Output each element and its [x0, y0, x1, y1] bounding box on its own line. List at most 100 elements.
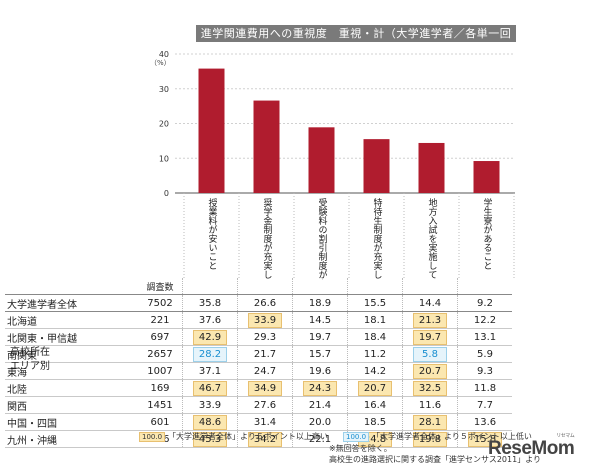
- header-blank: [402, 278, 458, 295]
- value-text: 48.6: [193, 414, 227, 430]
- area-label-line1: 高校所在: [10, 347, 50, 358]
- value-text: 42.9: [193, 329, 227, 345]
- region-count: 2657: [138, 345, 183, 363]
- footnotes: ※無回答を除く。 高校生の進路選択に関する調査「進学センサス2011」より: [329, 443, 541, 465]
- value-text: 16.4: [363, 399, 387, 411]
- table-row: 北関東・甲信越 697 42.9 29.3 19.7 18.4 19.7 13.1: [5, 328, 512, 346]
- value-text: 22.1: [308, 433, 332, 445]
- region-value: 20.7: [402, 362, 458, 380]
- area-group-label: 高校所在 エリア別: [10, 346, 50, 374]
- region-value: 48.6: [182, 413, 238, 431]
- region-value: 37.1: [182, 362, 238, 380]
- value-text: 35.8: [198, 297, 222, 309]
- region-value: 18.5: [347, 413, 403, 431]
- header-blank: [457, 278, 512, 295]
- region-value: 33.9: [182, 396, 238, 414]
- logo-tagline: リセマム: [556, 433, 575, 439]
- category-label: 授業料が安いこと: [207, 197, 218, 270]
- value-text: 14.4: [418, 297, 442, 309]
- region-label: 関西: [5, 396, 138, 414]
- total-value: 26.6: [237, 294, 293, 312]
- region-value: 13.1: [457, 328, 512, 346]
- value-text: 45.3: [193, 431, 227, 447]
- region-value: 21.3: [402, 311, 458, 329]
- region-value: 11.6: [402, 396, 458, 414]
- count-header: 調査数: [146, 282, 174, 293]
- y-tick-label: 10: [159, 154, 169, 163]
- value-text: 5.8: [413, 346, 447, 362]
- value-text: 12.2: [473, 314, 497, 326]
- category-label: 奨学金制度が充実していること: [262, 197, 273, 280]
- region-value: 14.5: [292, 311, 348, 329]
- legend-lo-text: 「大学進学者全体」より５ポイント以上低い: [372, 432, 532, 441]
- value-text: 9.2: [477, 297, 493, 309]
- value-text: 32.5: [413, 380, 447, 396]
- region-value: 14.2: [347, 362, 403, 380]
- value-text: 21.3: [413, 312, 447, 328]
- bar: [253, 100, 280, 193]
- region-value: 37.6: [182, 311, 238, 329]
- category-label: 受験料の割引制度があること: [317, 197, 328, 280]
- region-label: 南関東: [5, 345, 138, 363]
- value-text: 37.1: [198, 365, 222, 377]
- value-text: 19.8: [413, 431, 447, 447]
- table-row: 中国・四国 601 48.6 31.4 20.0 18.5 28.1 13.6: [5, 413, 512, 431]
- header-blank: [5, 278, 138, 295]
- region-label: 北関東・甲信越: [5, 328, 138, 346]
- value-text: 20.7: [358, 380, 392, 396]
- header-blank: [237, 278, 293, 295]
- total-value: 18.9: [292, 294, 348, 312]
- value-text: 9.3: [477, 365, 493, 377]
- total-row: 大学進学者全体 7502 35.8 26.6 18.9 15.5 14.4 9.2: [5, 294, 512, 312]
- value-text: 11.6: [418, 399, 442, 411]
- region-value: 18.1: [347, 311, 403, 329]
- bar-chart: 0 10 20 30 40 授業料が安いこと 奨学金制度が充実していること 受験料の割引制度が…: [159, 50, 515, 280]
- table-header-row: 調査数: [5, 278, 512, 295]
- value-text: 13.6: [473, 416, 497, 428]
- total-label: 大学進学者全体: [5, 294, 138, 312]
- region-value: 19.7: [402, 328, 458, 346]
- value-text: 33.9: [248, 312, 282, 328]
- value-text: 24.3: [303, 380, 337, 396]
- value-text: 5.9: [477, 348, 493, 360]
- value-text: 15.7: [308, 348, 332, 360]
- region-value: 27.6: [237, 396, 293, 414]
- area-label-line2: エリア別: [10, 361, 50, 372]
- region-count: 1007: [138, 362, 183, 380]
- region-value: 9.3: [457, 362, 512, 380]
- region-count: 221: [138, 311, 183, 329]
- value-text: 28.1: [413, 414, 447, 430]
- region-value: 20.0: [292, 413, 348, 431]
- region-value: 28.2: [182, 345, 238, 363]
- region-value: 28.1: [402, 413, 458, 431]
- region-value: 42.9: [182, 328, 238, 346]
- region-value: 22.1: [292, 430, 348, 448]
- region-count: 1451: [138, 396, 183, 414]
- region-value: 21.4: [292, 396, 348, 414]
- value-text: 28.2: [193, 346, 227, 362]
- resemom-logo: ReseMom リセマム: [488, 433, 575, 460]
- region-value: 21.7: [237, 345, 293, 363]
- category-label: 地方入試を実施していること: [427, 197, 438, 280]
- region-value: 34.2: [237, 430, 293, 448]
- total-count: 7502: [138, 294, 183, 312]
- value-text: 14.5: [308, 314, 332, 326]
- value-text: 18.1: [363, 314, 387, 326]
- value-text: 27.6: [253, 399, 277, 411]
- table-row: 北陸 169 46.7 34.9 24.3 20.7 32.5 11.8: [5, 379, 512, 397]
- value-text: 31.4: [253, 416, 277, 428]
- value-text: 46.7: [193, 380, 227, 396]
- bar: [418, 142, 445, 193]
- region-value: 31.4: [237, 413, 293, 431]
- region-value: 32.5: [402, 379, 458, 397]
- y-tick-label: 30: [159, 85, 169, 94]
- value-text: 19.6: [308, 365, 332, 377]
- value-text: 21.7: [253, 348, 277, 360]
- footnote-2: 高校生の進路選択に関する調査「進学センサス2011」より: [329, 455, 542, 464]
- value-text: 34.2: [248, 431, 282, 447]
- y-unit-label: （%）: [150, 59, 171, 67]
- category-label: 特待生制度が充実していること: [372, 197, 383, 280]
- bar: [363, 139, 390, 193]
- region-value: 16.4: [347, 396, 403, 414]
- region-value: 29.3: [237, 328, 293, 346]
